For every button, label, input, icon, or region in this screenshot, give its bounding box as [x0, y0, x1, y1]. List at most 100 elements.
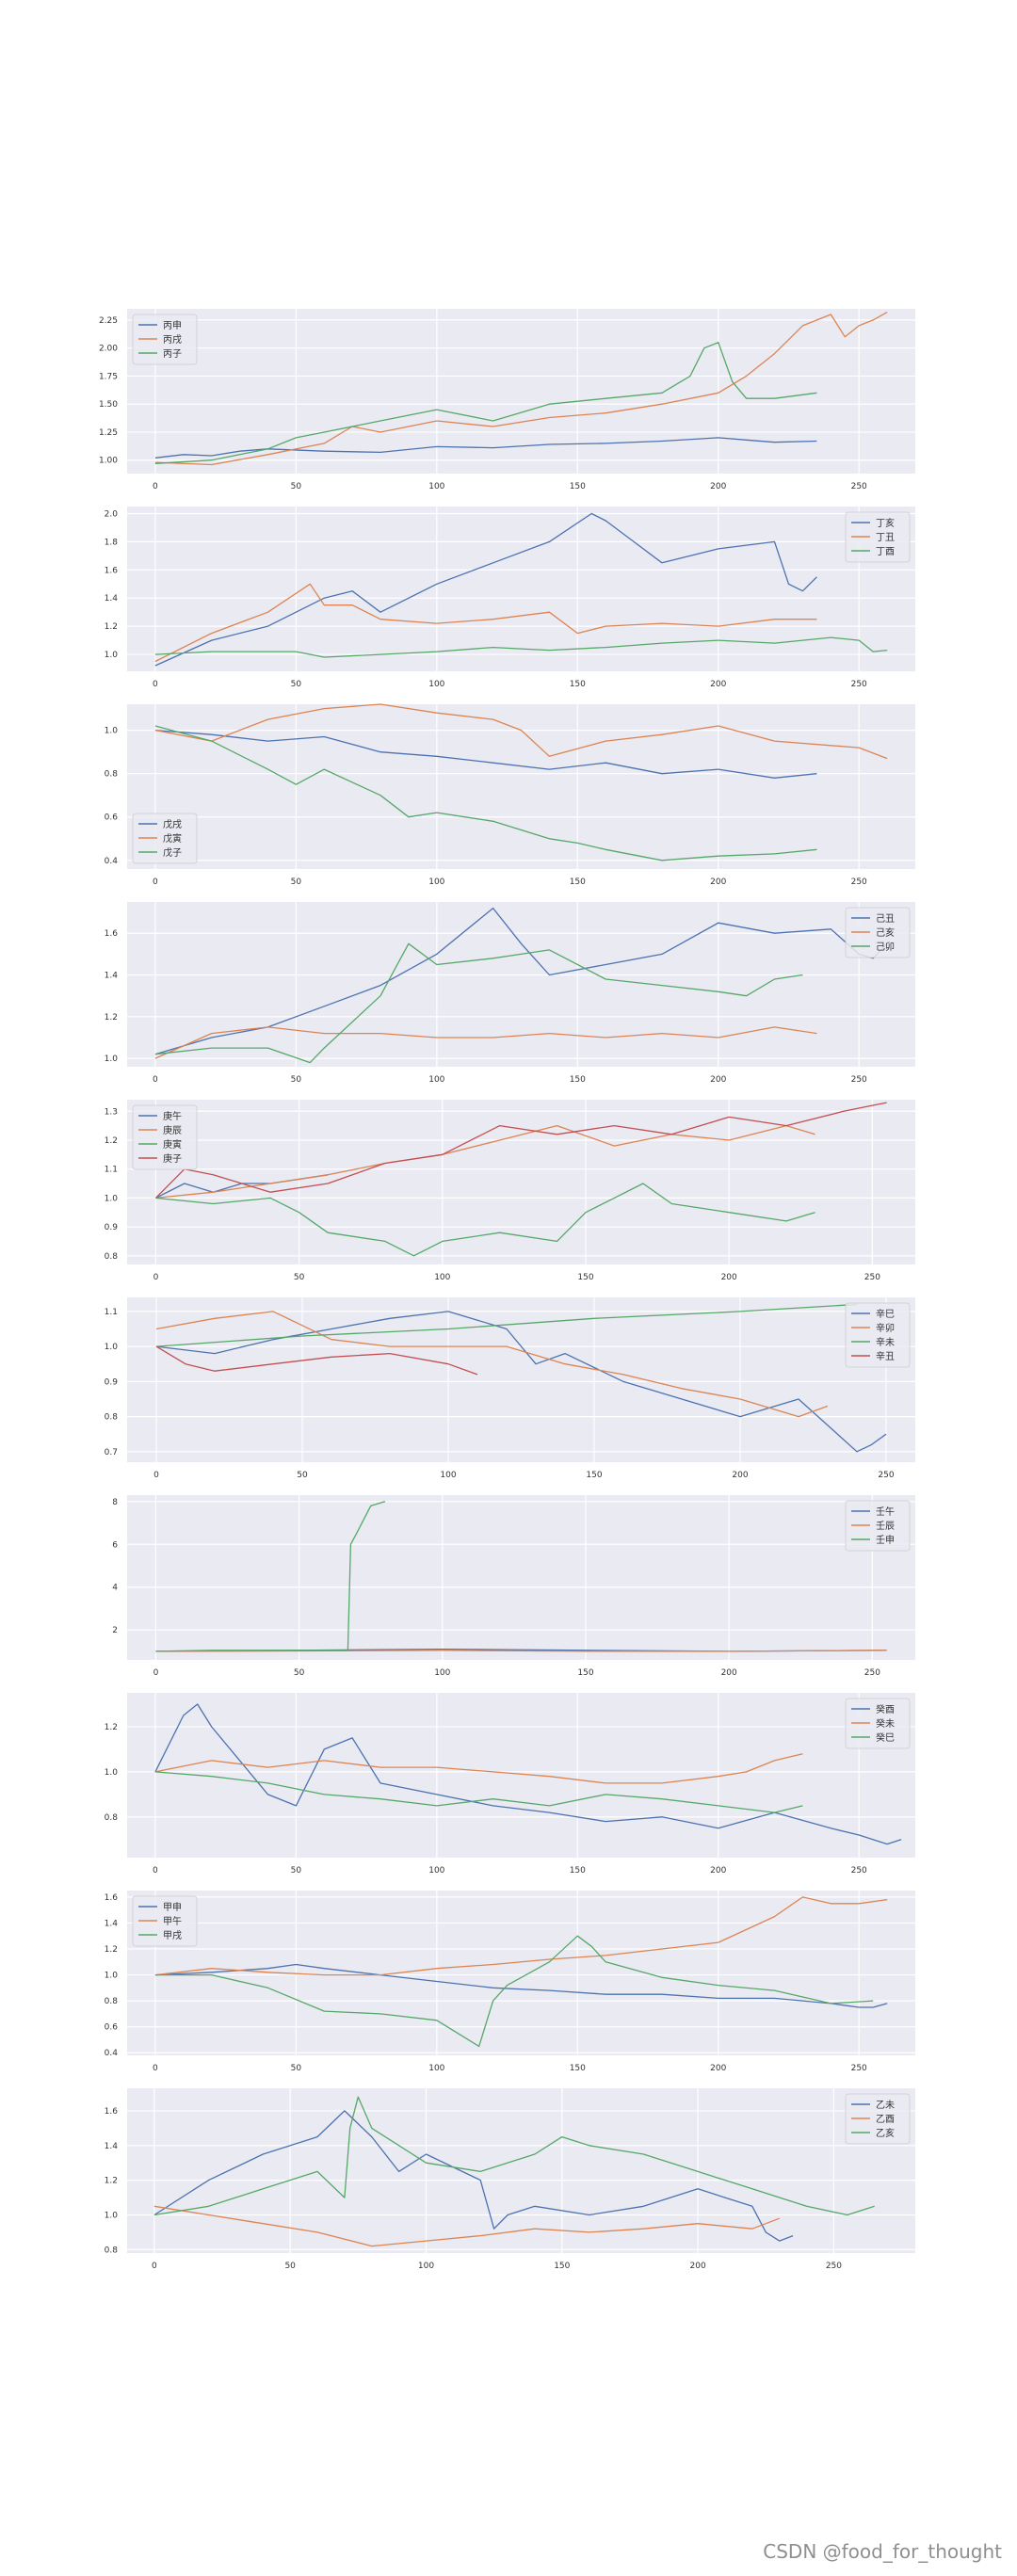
legend-label: 己丑: [876, 914, 895, 925]
x-tick-label: 0: [152, 2262, 157, 2271]
y-tick-label: 1.4: [105, 2142, 119, 2151]
plot-area: [127, 309, 915, 474]
y-tick-label: 1.8: [105, 538, 119, 547]
series-line-辛丑: [155, 1345, 478, 1376]
legend-label: 庚午: [163, 1110, 182, 1122]
y-tick-label: 2.00: [99, 345, 118, 354]
y-tick-label: 8: [112, 1498, 118, 1507]
x-tick-label: 50: [291, 680, 302, 689]
legend-box: [845, 1500, 911, 1552]
x-tick-label: 100: [428, 1866, 444, 1876]
y-tick-label: 1.2: [105, 1136, 118, 1146]
y-tick-label: 1.3: [105, 1107, 118, 1117]
series-line-庚子: [154, 1102, 887, 1199]
x-tick-label: 100: [428, 2064, 444, 2073]
y-tick-label: 0.6: [105, 813, 119, 823]
series-line-乙未: [153, 2110, 794, 2242]
x-tick-label: 200: [690, 2262, 706, 2271]
subplot-1: 0 50 100 150 200 250 1.00 1.25 1.50 1.75 2.00 2.25 丙…: [99, 309, 915, 491]
series-line-甲申: [154, 1963, 888, 2008]
legend-label: 辛巳: [876, 1308, 895, 1320]
x-tick-label: 250: [851, 877, 867, 887]
series-line-己亥: [154, 1026, 817, 1059]
legend-label: 庚寅: [163, 1138, 182, 1151]
plot-area: [127, 2088, 915, 2253]
y-tick-label: 0.8: [105, 1252, 119, 1262]
subplot-9: 0 50 100 150 200 250 0.4 0.6 0.8 1.0 1.2 1.4 1.6 甲申甲午…: [105, 1891, 915, 2073]
series-line-丁亥: [154, 512, 817, 667]
x-tick-label: 250: [851, 1866, 867, 1876]
x-tick-label: 50: [291, 482, 302, 491]
x-tick-label: 100: [434, 1668, 450, 1678]
x-tick-label: 150: [570, 1866, 586, 1876]
y-tick-label: 1.2: [105, 1945, 118, 1955]
series-line-戊戌: [154, 729, 817, 779]
y-tick-label: 1.0: [105, 651, 119, 660]
legend-box: [132, 314, 198, 365]
y-tick-label: 1.0: [105, 1194, 119, 1203]
y-tick-label: 0.4: [105, 2049, 119, 2058]
y-tick-label: 1.0: [105, 1343, 119, 1352]
x-tick-label: 0: [153, 1273, 159, 1282]
y-tick-label: 2.25: [99, 316, 118, 326]
legend-label: 癸未: [876, 1717, 895, 1730]
legend-label: 己卯: [876, 942, 895, 953]
y-tick-label: 1.50: [99, 400, 118, 410]
y-tick-label: 1.1: [105, 1308, 118, 1317]
x-tick-label: 100: [440, 1471, 456, 1480]
x-tick-label: 100: [428, 680, 444, 689]
y-tick-label: 1.75: [99, 372, 118, 381]
y-tick-label: 1.6: [105, 2107, 119, 2117]
y-tick-label: 1.0: [105, 1972, 119, 1981]
y-tick-label: 1.6: [105, 566, 119, 575]
y-tick-label: 2: [112, 1626, 118, 1635]
x-tick-label: 50: [291, 1075, 302, 1085]
x-tick-label: 0: [153, 1471, 159, 1480]
y-tick-label: 1.0: [105, 2211, 119, 2220]
y-tick-label: 0.9: [105, 1223, 119, 1232]
legend-label: 乙酉: [876, 2114, 895, 2125]
plot-area: [127, 1891, 915, 2055]
legend-label: 甲戌: [163, 1929, 182, 1941]
x-tick-label: 250: [851, 2064, 867, 2073]
y-tick-label: 1.2: [105, 622, 118, 632]
series-line-丁酉: [154, 636, 888, 658]
x-tick-label: 150: [577, 1668, 593, 1678]
series-line-丁丑: [154, 583, 817, 663]
x-tick-label: 50: [297, 1471, 308, 1480]
x-tick-label: 100: [428, 877, 444, 887]
legend-box: [845, 1302, 911, 1368]
legend-box: [132, 813, 198, 864]
legend-label: 丁酉: [876, 547, 895, 557]
series-line-乙亥: [153, 2096, 875, 2216]
series-line-甲戌: [154, 1935, 874, 2048]
x-tick-label: 50: [291, 877, 302, 887]
legend-label: 乙未: [876, 2100, 895, 2111]
y-tick-label: 0.8: [105, 1813, 119, 1823]
legend-label: 癸酉: [876, 1703, 895, 1715]
legend-box: [132, 1895, 198, 1947]
series-line-丙申: [154, 437, 817, 459]
x-tick-label: 250: [851, 680, 867, 689]
legend-label: 丙戌: [163, 333, 182, 346]
x-tick-label: 50: [294, 1668, 305, 1678]
x-tick-label: 200: [710, 482, 726, 491]
y-tick-label: 1.2: [105, 2177, 118, 2186]
y-tick-label: 0.4: [105, 857, 119, 866]
x-tick-label: 150: [570, 877, 586, 887]
y-tick-label: 0.6: [105, 2023, 119, 2033]
y-tick-label: 1.0: [105, 1768, 119, 1778]
legend-label: 丙申: [163, 319, 182, 331]
legend-label: 丙子: [163, 348, 182, 360]
legend-label: 庚辰: [163, 1124, 182, 1136]
x-tick-label: 0: [153, 482, 158, 491]
